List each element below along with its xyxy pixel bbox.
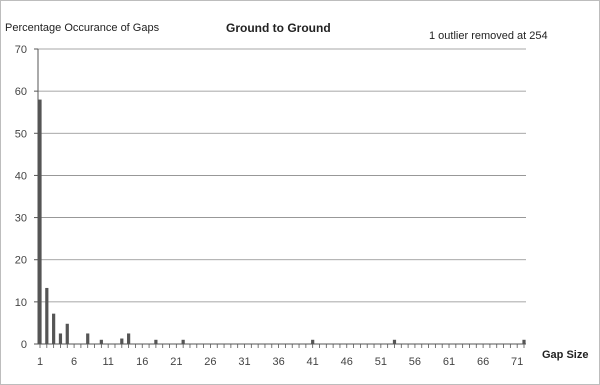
x-tick-label: 41 — [307, 356, 319, 368]
x-tick-label: 36 — [272, 356, 284, 368]
y-axis-ticks: 0 10 20 30 40 50 60 70 — [15, 44, 38, 351]
chart-title: Ground to Ground — [226, 21, 331, 35]
x-tick-label: 16 — [136, 356, 148, 368]
bar — [66, 324, 69, 344]
bar — [100, 340, 103, 344]
y-tick-label: 50 — [15, 128, 27, 140]
bars — [38, 100, 525, 344]
y-tick-label: 20 — [15, 255, 27, 267]
y-tick-label: 60 — [15, 86, 27, 98]
gridlines — [38, 49, 526, 302]
x-tick-label: 31 — [238, 356, 250, 368]
x-tick-label: 21 — [170, 356, 182, 368]
x-axis-label: Gap Size — [542, 349, 588, 361]
bar — [86, 333, 89, 344]
x-tick-label: 11 — [102, 356, 113, 368]
x-tick-label: 61 — [443, 356, 455, 368]
y-tick-label: 10 — [15, 297, 27, 309]
x-tick-label: 71 — [511, 356, 523, 368]
bar — [182, 340, 185, 344]
x-axis-ticks: 1 6 11 16 21 26 31 36 41 46 51 56 61 66 71 — [37, 344, 524, 368]
y-tick-label: 70 — [15, 44, 27, 56]
x-tick-label: 1 — [37, 356, 43, 368]
x-tick-label: 56 — [409, 356, 421, 368]
outlier-note: 1 outlier removed at 254 — [429, 30, 548, 42]
bar — [393, 340, 396, 344]
bar — [38, 100, 41, 344]
bar — [59, 333, 62, 344]
x-tick-label: 46 — [341, 356, 353, 368]
bar — [120, 339, 123, 344]
x-tick-label: 26 — [204, 356, 216, 368]
x-tick-label: 66 — [477, 356, 489, 368]
bar — [311, 340, 314, 344]
y-tick-label: 0 — [21, 339, 27, 351]
y-tick-label: 30 — [15, 213, 27, 225]
x-tick-label: 51 — [375, 356, 387, 368]
bar — [52, 314, 55, 344]
bar — [154, 340, 157, 344]
y-tick-label: 40 — [15, 170, 27, 182]
bar — [45, 288, 48, 344]
bar — [522, 340, 525, 344]
y-axis-label: Percentage Occurance of Gaps — [5, 22, 160, 34]
x-tick-label: 6 — [71, 356, 77, 368]
bar — [127, 333, 130, 344]
